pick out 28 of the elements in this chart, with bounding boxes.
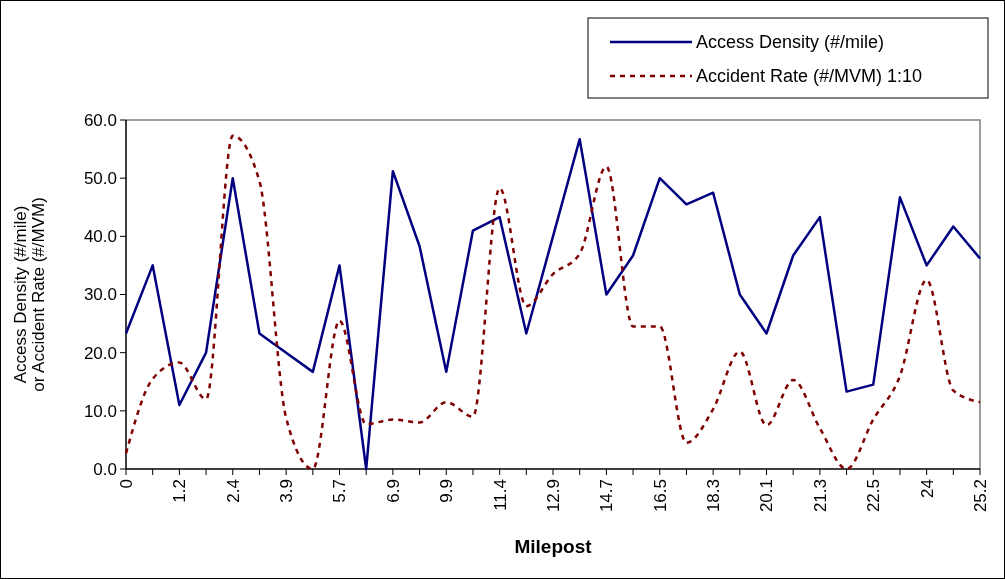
x-tick-label: 14.7 bbox=[597, 479, 617, 513]
x-tick-label: 24 bbox=[917, 479, 937, 498]
x-tick-label: 21.3 bbox=[810, 479, 830, 513]
x-tick-label: 12.9 bbox=[543, 479, 563, 513]
y-tick-label: 10.0 bbox=[83, 401, 117, 421]
x-tick-label: 9.9 bbox=[437, 479, 457, 503]
x-tick-label: 5.7 bbox=[330, 479, 350, 503]
x-tick-label: 11.4 bbox=[490, 479, 510, 511]
x-tick-label: 25.2 bbox=[970, 479, 990, 513]
legend-label: Access Density (#/mile) bbox=[696, 32, 885, 53]
x-axis-title: Milepost bbox=[514, 536, 593, 557]
x-tick-label: 16.5 bbox=[650, 479, 670, 513]
x-tick-label: 18.3 bbox=[704, 479, 724, 513]
x-tick-label: 20.1 bbox=[757, 479, 777, 513]
legend-label: Accident Rate (#/MVM) 1:10 bbox=[696, 66, 923, 87]
x-tick-label: 2.4 bbox=[223, 479, 243, 503]
x-tick-label: 22.5 bbox=[864, 479, 884, 513]
x-tick-label: 3.9 bbox=[277, 479, 297, 503]
y-tick-label: 0.0 bbox=[93, 459, 117, 479]
x-tick-label: 6.9 bbox=[383, 479, 403, 503]
x-tick-label: 0 bbox=[116, 479, 136, 489]
y-tick-label: 40.0 bbox=[83, 227, 117, 247]
y-tick-label: 60.0 bbox=[83, 110, 117, 130]
x-tick-label: 1.2 bbox=[170, 479, 190, 503]
y-tick-label: 20.0 bbox=[83, 343, 117, 363]
y-tick-label: 50.0 bbox=[83, 169, 117, 189]
y-axis-title: Access Density (#/mile) or Accident Rate (#/MVM) bbox=[11, 197, 48, 392]
y-tick-label: 30.0 bbox=[83, 285, 117, 305]
